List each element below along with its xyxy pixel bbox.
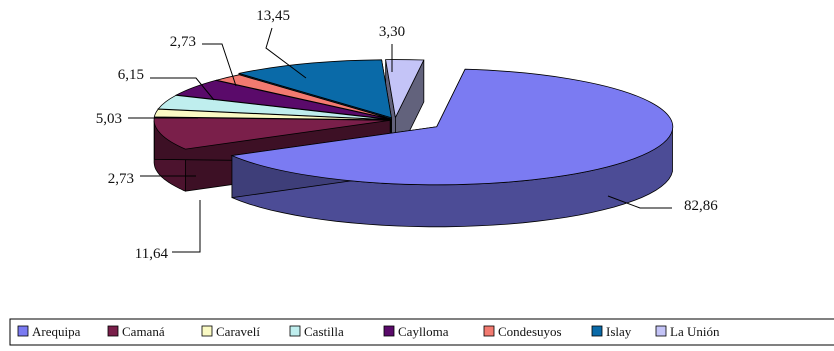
legend-label-arequipa: Arequipa	[32, 324, 81, 339]
legend-swatch-castilla	[289, 325, 301, 337]
pie-slice-islay	[238, 59, 392, 119]
data-label-castilla: 5,03	[96, 111, 122, 127]
leader-lines	[128, 27, 672, 253]
data-label-arequipa: 82,86	[684, 198, 718, 214]
data-label-caylloma: 6,15	[118, 67, 144, 83]
pie-slice-condesuyos	[216, 74, 392, 120]
legend-label-caylloma: Caylloma	[398, 324, 449, 339]
legend-swatch-camana	[107, 325, 119, 337]
legend-swatch-condesuyos	[483, 325, 495, 337]
leader-line-caylloma	[150, 77, 215, 101]
legend-box	[9, 318, 834, 346]
legend-label-condesuyos: Condesuyos	[498, 324, 562, 339]
leader-line-arequipa	[607, 195, 672, 209]
pie-slice-caylloma	[175, 79, 391, 120]
data-label-caraveli: 2,73	[108, 171, 134, 187]
legend-swatch-arequipa	[17, 325, 29, 337]
data-label-islay: 13,45	[256, 8, 290, 24]
legend-swatch-islay	[591, 325, 603, 337]
legend-swatch-caraveli	[201, 325, 213, 337]
legend-label-castilla: Castilla	[304, 324, 344, 339]
leader-line-condesuyos	[202, 43, 237, 87]
legend-swatch-la-union	[655, 325, 667, 337]
legend-label-caraveli: Caravelí	[216, 324, 260, 339]
leader-line-camana	[172, 200, 201, 253]
data-label-camana: 11,64	[135, 246, 169, 262]
pie-slice-camana	[153, 116, 391, 150]
pie-slice-arequipa	[230, 68, 674, 186]
data-label-la-union: 3,30	[379, 24, 405, 40]
pie-slice-tops	[153, 59, 674, 186]
data-label-condesuyos: 2,73	[170, 34, 196, 50]
legend-swatch-caylloma	[383, 325, 395, 337]
legend-label-la-union: La Unión	[670, 324, 720, 339]
leader-line-islay	[265, 27, 307, 79]
legend-label-camana: Camaná	[122, 324, 165, 339]
pie-slice-la-union	[385, 59, 425, 119]
legend: Arequipa Camaná Caravelí Castilla Caylloma Co…	[9, 318, 834, 346]
legend-label-islay: Islay	[606, 324, 632, 339]
data-labels: 82,86 11,64 2,73 5,03 6,15 2,73 13,45 3,30	[96, 8, 719, 262]
